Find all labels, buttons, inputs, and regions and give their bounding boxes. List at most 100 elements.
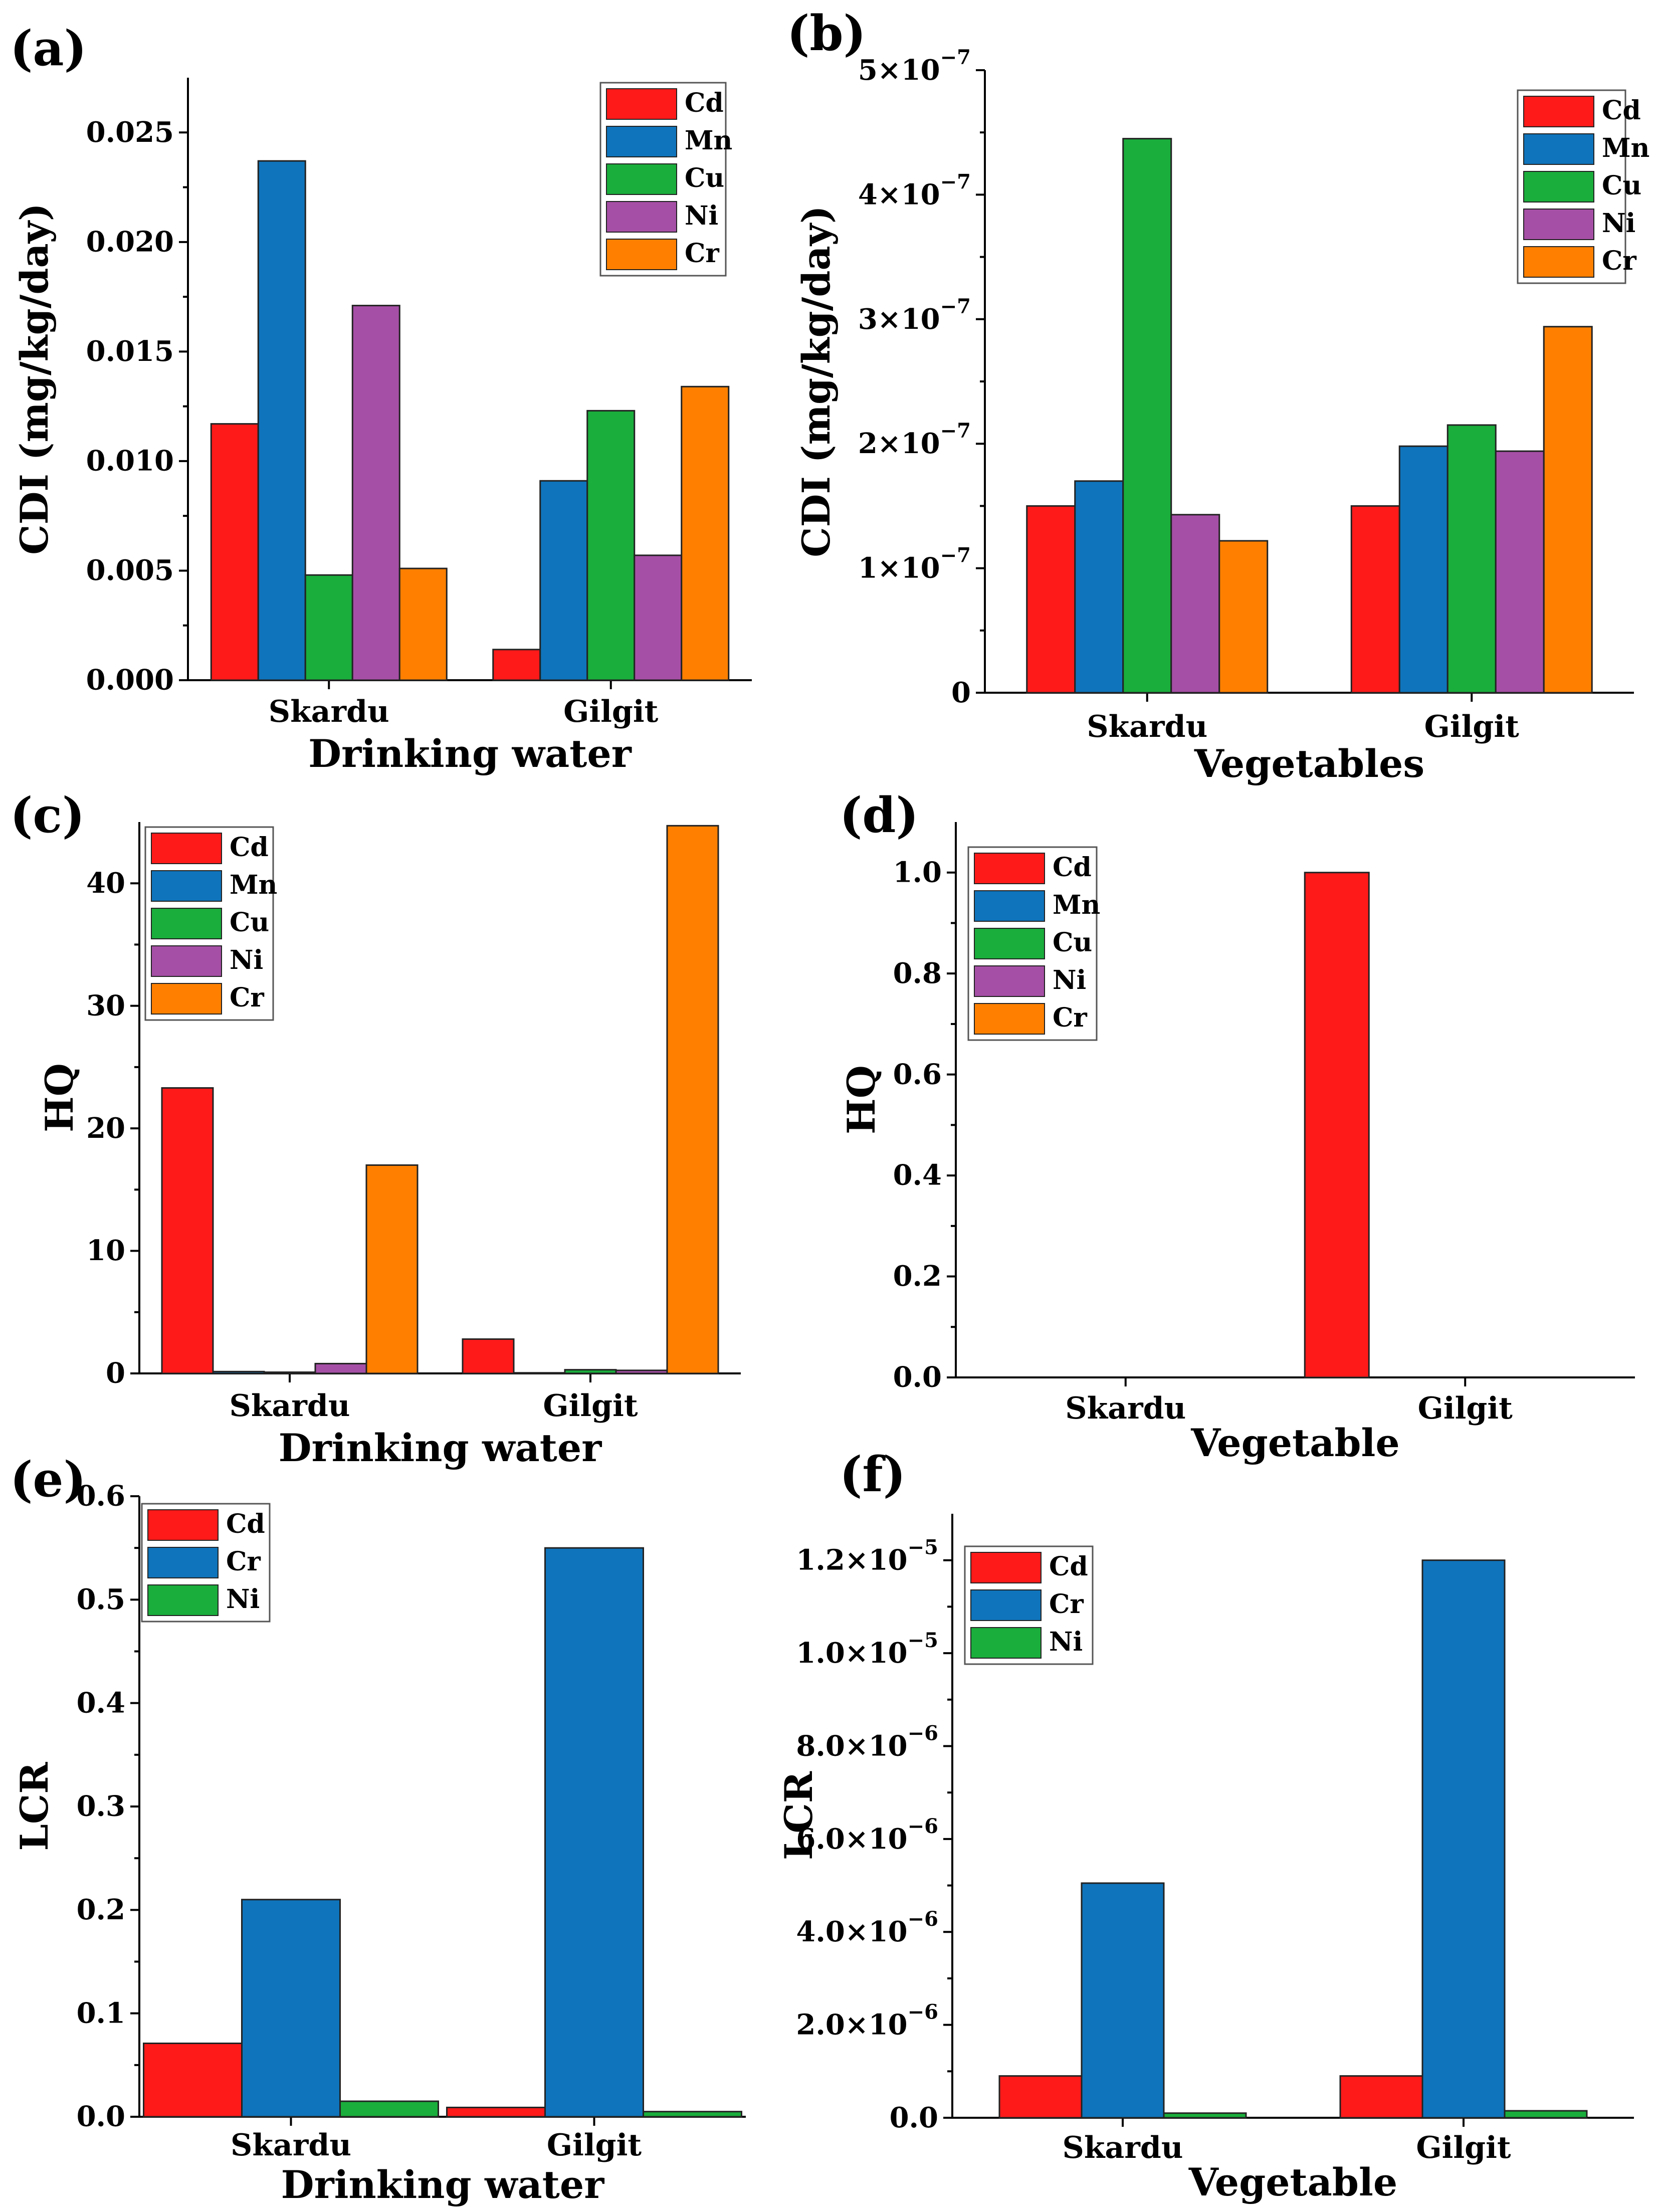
panel-tag: (d) [840,787,919,844]
bar-ni-gilgit [1495,450,1545,694]
y-tick-label: 2.0×10−6 [796,2000,938,2042]
legend-label-cr: Cr [226,1546,261,1577]
legend-label-ni: Ni [230,945,263,975]
bar-cr-gilgit [1543,326,1593,694]
y-tick-label: 0.000 [86,664,174,697]
bar-cr-skardu [365,1164,419,1374]
bar-cr-skardu [1218,540,1269,694]
y-tick-label: 8.0×10−6 [796,1721,938,1762]
legend-swatch-cd [606,88,677,120]
y-tick-label: 0.2 [893,1260,942,1293]
y-tick-label: 0.3 [77,1790,125,1823]
bar-ni-gilgit [1504,2110,1588,2119]
y-tick-label: 0 [106,1357,125,1390]
bar-cr-gilgit [666,825,719,1374]
y-tick-label: 0.015 [86,335,174,368]
bar-ni-skardu [339,2100,439,2118]
legend: Cd Mn Cu Ni Cr [967,846,1100,1041]
y-tick-label: 10 [86,1234,125,1267]
panel-b: (b) 0 1×10−7 2×10−7 3×10−7 4×10−7 5×10−7 Skardu… [787,5,1649,786]
panel-d: (d) 0.0 0.2 0.4 0.6 0.8 1.0 Skardu Gilgit HQ Veget… [839,787,1635,1465]
y-tick-label: 40 [86,867,125,900]
y-tick-label: 0.0 [890,2101,938,2134]
bar-mn-skardu [1074,480,1124,694]
y-tick-label: 0.020 [86,225,174,258]
bar-cr-skardu [398,567,448,681]
bar-cu-gilgit [564,1369,617,1374]
legend-swatch-cu [151,908,222,939]
bar-ni-gilgit [634,554,683,681]
legend-swatch-ni [1523,209,1594,240]
x-tick-label: Skardu [1065,1391,1186,1426]
legend-label-cd: Cd [1053,852,1092,883]
panel-tag: (e) [10,1451,86,1508]
bar-ni-skardu [314,1362,367,1374]
legend-swatch-mn [606,126,677,157]
legend-label-ni: Ni [1602,208,1635,239]
legend: Cd Mn Cu Ni Cr [1517,89,1649,284]
bar-ni-skardu [1170,514,1220,694]
legend-label-cd: Cd [685,88,724,118]
y-tick-label: 0.4 [893,1159,942,1192]
x-tick-label: Gilgit [1418,1391,1513,1426]
y-tick-label: 2×10−7 [858,419,971,460]
legend-label-cr: Cr [1053,1002,1087,1033]
bar-cd-skardu [998,2075,1083,2119]
y-tick-label: 0 [951,676,971,709]
x-tick-label: Gilgit [543,1388,638,1424]
legend-swatch-mn [1523,133,1594,165]
bar-cr-gilgit [1421,1559,1506,2119]
bar-ni-gilgit [643,2111,742,2118]
legend-swatch-cu [974,928,1045,959]
y-tick-label: 0.0 [893,1361,942,1394]
bar-cr-skardu [1081,1882,1165,2119]
legend-swatch-cr [970,1589,1042,1621]
legend-swatch-cd [151,833,222,864]
y-axis-title: HQ [839,1065,884,1134]
x-tick-label: Skardu [230,1388,350,1424]
x-axis-title: Vegetable [1188,2160,1398,2204]
legend-swatch-cu [1523,171,1594,203]
y-tick-label: 3×10−7 [858,295,971,336]
y-tick-label: 0.1 [77,1996,125,2030]
y-tick-label: 20 [86,1112,125,1145]
legend-label-cd: Cd [230,832,269,863]
x-axis-title: Drinking water [281,2162,605,2207]
legend-label-cu: Cu [1053,927,1092,958]
panel-e: (e) 0.0 0.1 0.2 0.3 0.4 0.5 0.6 Skardu Gilgit LCR D… [10,1451,746,2207]
bar-cr-gilgit [544,1547,644,2118]
y-axis-title: LCR [12,1762,57,1851]
y-tick-label: 0.2 [77,1893,125,1926]
x-tick-label: Skardu [231,2128,351,2163]
y-tick-label: 1.2×10−5 [796,1536,938,1577]
legend-swatch-mn [151,870,222,902]
legend-swatch-ni [151,945,222,977]
legend-swatch-ni [970,1627,1042,1659]
bar-mn-gilgit [539,480,588,681]
legend-swatch-cr [147,1547,219,1578]
y-axis-title: HQ [37,1063,82,1132]
bar-mn-skardu [257,160,306,681]
y-tick-label: 0.8 [893,957,942,990]
x-tick-label: Skardu [1063,2130,1183,2165]
legend-label-cr: Cr [685,238,719,269]
bar-cu-gilgit [586,410,636,681]
x-tick-label: Gilgit [1416,2130,1511,2165]
legend-swatch-cr [974,1003,1045,1035]
y-tick-label: 1×10−7 [858,544,971,585]
panel-tag: (f) [840,1446,906,1503]
y-tick-label: 0.025 [86,116,174,149]
legend-swatch-cu [606,163,677,195]
legend-label-ni: Ni [685,200,718,231]
legend-swatch-ni [974,965,1045,997]
legend-swatch-mn [974,890,1045,922]
bar-cu-skardu [304,574,353,681]
bar-mn-gilgit [1398,445,1448,694]
legend: Cd Mn Cu Ni Cr [599,82,732,277]
x-axis-title: Drinking water [279,1426,602,1470]
legend: Cd Cr Ni [141,1503,271,1623]
y-tick-label: 4.0×10−6 [796,1907,938,1948]
x-axis-title: Drinking water [308,731,632,776]
y-tick-label: 0.010 [86,445,174,478]
